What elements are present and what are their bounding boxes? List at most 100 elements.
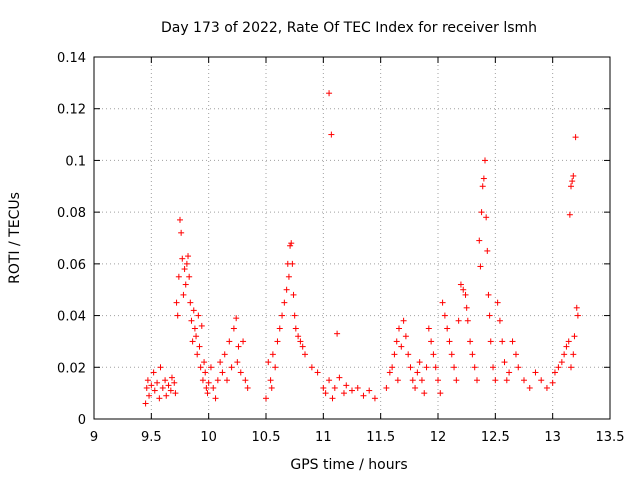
data-point bbox=[521, 377, 527, 384]
data-point bbox=[435, 377, 441, 384]
data-point bbox=[428, 338, 435, 345]
data-point bbox=[183, 260, 190, 267]
x-axis: 9 9.5 10 10.5 11 11.5 12 12.5 13 13.5 bbox=[90, 57, 625, 445]
data-point bbox=[197, 364, 204, 371]
data-point bbox=[509, 338, 516, 345]
data-point bbox=[483, 214, 490, 221]
y-tick-label: 0.08 bbox=[57, 206, 86, 221]
data-point bbox=[570, 351, 577, 358]
data-point bbox=[171, 379, 178, 386]
data-point bbox=[154, 379, 161, 386]
data-point bbox=[487, 338, 494, 345]
data-point bbox=[549, 379, 556, 386]
data-point bbox=[267, 377, 274, 384]
data-point bbox=[195, 312, 202, 319]
data-point bbox=[336, 374, 343, 381]
data-point bbox=[179, 255, 186, 262]
data-point bbox=[437, 390, 444, 397]
data-point bbox=[421, 390, 428, 397]
data-point bbox=[574, 312, 581, 319]
data-point bbox=[185, 253, 192, 260]
data-point bbox=[144, 377, 151, 384]
data-point bbox=[571, 333, 578, 340]
data-point bbox=[490, 364, 497, 371]
data-point bbox=[455, 317, 462, 324]
data-point bbox=[244, 384, 251, 391]
data-point bbox=[289, 260, 296, 267]
plot-frame bbox=[93, 56, 611, 420]
data-point bbox=[187, 299, 194, 306]
data-point bbox=[163, 392, 170, 399]
data-point bbox=[532, 369, 539, 376]
data-point bbox=[224, 377, 231, 384]
data-point bbox=[142, 400, 149, 407]
data-point bbox=[189, 338, 196, 345]
x-tick-label: 13 bbox=[544, 430, 561, 445]
data-point bbox=[203, 384, 210, 391]
data-point bbox=[416, 359, 423, 366]
data-point bbox=[182, 281, 189, 288]
y-axis: 0 0.02 0.04 0.06 0.08 0.1 0.12 0.14 bbox=[57, 51, 610, 428]
data-point bbox=[453, 377, 460, 384]
data-point bbox=[572, 134, 579, 141]
data-point bbox=[157, 364, 164, 371]
data-point bbox=[451, 364, 458, 371]
data-point bbox=[276, 325, 283, 332]
data-point bbox=[402, 333, 409, 340]
x-tick-label: 11 bbox=[315, 430, 332, 445]
data-point bbox=[354, 384, 361, 391]
data-point bbox=[175, 273, 182, 280]
data-point bbox=[162, 377, 169, 384]
data-point bbox=[210, 384, 217, 391]
data-point bbox=[515, 364, 522, 371]
data-point bbox=[288, 240, 295, 247]
data-point bbox=[360, 392, 367, 399]
data-point bbox=[180, 291, 187, 298]
x-tick-label: 13.5 bbox=[596, 430, 625, 445]
data-point bbox=[499, 338, 506, 345]
data-point bbox=[196, 343, 203, 350]
data-point bbox=[349, 387, 355, 394]
data-point bbox=[287, 242, 294, 249]
data-point bbox=[563, 343, 570, 350]
data-point bbox=[322, 390, 329, 397]
data-point bbox=[334, 330, 341, 337]
data-point bbox=[235, 343, 242, 350]
data-point bbox=[226, 338, 233, 345]
chart-title: Day 173 of 2022, Rate Of TEC Index for r… bbox=[161, 20, 537, 36]
data-point bbox=[480, 175, 487, 182]
data-point bbox=[423, 364, 430, 371]
data-point bbox=[290, 291, 297, 298]
data-point bbox=[328, 131, 335, 138]
data-point bbox=[190, 307, 197, 314]
data-point bbox=[432, 364, 439, 371]
data-point bbox=[565, 338, 572, 345]
x-axis-label: GPS time / hours bbox=[290, 457, 407, 473]
data-point bbox=[279, 312, 286, 319]
y-tick-label: 0.14 bbox=[57, 51, 86, 66]
data-point bbox=[469, 351, 476, 358]
data-point bbox=[186, 273, 193, 280]
data-point bbox=[207, 364, 214, 371]
data-point bbox=[366, 387, 373, 394]
data-point bbox=[570, 172, 577, 179]
data-point bbox=[173, 299, 180, 306]
data-point bbox=[172, 390, 179, 397]
data-point bbox=[476, 237, 483, 244]
data-point bbox=[230, 325, 237, 332]
data-point bbox=[269, 351, 276, 358]
data-point bbox=[394, 377, 401, 384]
data-point bbox=[506, 369, 513, 376]
data-point bbox=[566, 211, 573, 218]
data-point bbox=[467, 338, 474, 345]
data-point bbox=[165, 382, 172, 389]
data-point bbox=[538, 377, 545, 384]
y-axis-label: ROTI / TECUs bbox=[7, 192, 23, 284]
data-point bbox=[396, 325, 403, 332]
data-point bbox=[281, 299, 288, 306]
data-point bbox=[503, 377, 510, 384]
data-point bbox=[299, 343, 306, 350]
data-points bbox=[142, 90, 581, 407]
data-point bbox=[558, 359, 565, 366]
data-point bbox=[448, 351, 455, 358]
